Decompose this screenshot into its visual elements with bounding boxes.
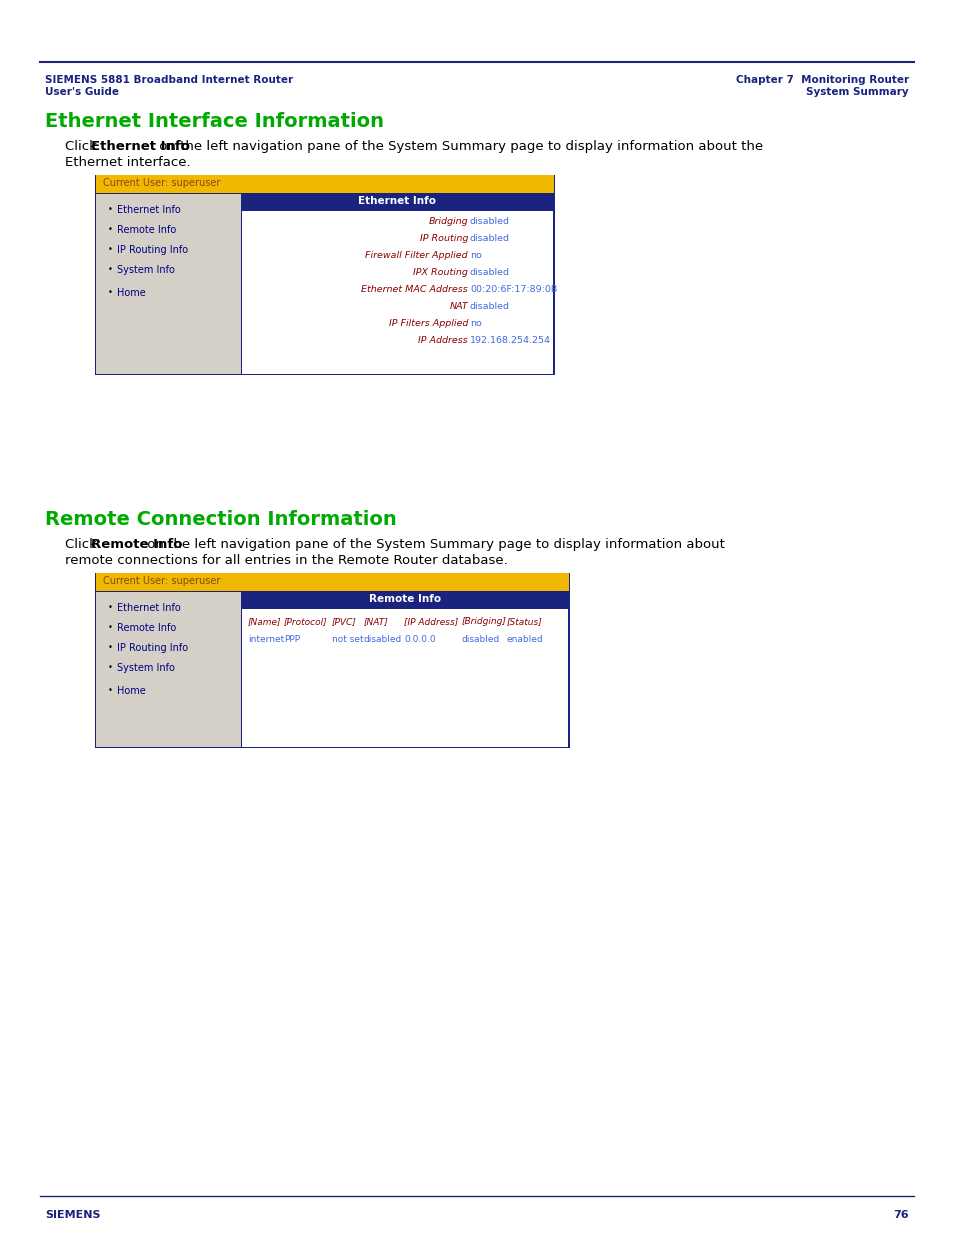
Text: Home: Home: [117, 288, 146, 298]
Text: disabled: disabled: [470, 233, 510, 243]
Text: 0.0.0.0: 0.0.0.0: [403, 635, 436, 643]
Bar: [96, 592, 241, 747]
Text: NAT: NAT: [449, 303, 468, 311]
Text: no: no: [470, 319, 481, 329]
Text: disabled: disabled: [470, 217, 510, 226]
Text: Chapter 7  Monitoring Router: Chapter 7 Monitoring Router: [735, 75, 908, 85]
Text: Click: Click: [65, 538, 101, 551]
Text: IPX Routing: IPX Routing: [413, 268, 468, 277]
Text: IP Routing Info: IP Routing Info: [117, 245, 188, 254]
Text: •: •: [108, 663, 112, 672]
Text: IP Routing: IP Routing: [419, 233, 468, 243]
Text: Click: Click: [65, 140, 101, 153]
Text: Ethernet MAC Address: Ethernet MAC Address: [361, 285, 468, 294]
Text: •: •: [108, 225, 112, 233]
Text: Home: Home: [117, 685, 146, 697]
Text: IP Filters Applied: IP Filters Applied: [388, 319, 468, 329]
Text: Remote Info: Remote Info: [117, 225, 176, 235]
Bar: [96, 175, 554, 193]
Text: Current User: superuser: Current User: superuser: [103, 178, 220, 188]
Bar: [95, 573, 569, 748]
Text: •: •: [108, 205, 112, 214]
Text: Ethernet Info: Ethernet Info: [117, 205, 180, 215]
Text: [IP Address]: [IP Address]: [403, 618, 457, 626]
Text: Ethernet interface.: Ethernet interface.: [65, 156, 191, 169]
Text: Remote Info: Remote Info: [369, 594, 440, 604]
Text: Remote Info: Remote Info: [117, 622, 176, 634]
Text: Ethernet Info: Ethernet Info: [91, 140, 190, 153]
Text: IP Routing Info: IP Routing Info: [117, 643, 188, 653]
Text: •: •: [108, 685, 112, 695]
Text: User's Guide: User's Guide: [45, 86, 119, 98]
Text: not set: not set: [332, 635, 363, 643]
Text: IP Address: IP Address: [417, 336, 468, 345]
Text: Remote Info: Remote Info: [91, 538, 182, 551]
Text: Firewall Filter Applied: Firewall Filter Applied: [365, 251, 468, 261]
Text: •: •: [108, 288, 112, 296]
Bar: [96, 194, 241, 374]
Bar: [242, 592, 567, 747]
Text: enabled: enabled: [506, 635, 543, 643]
Text: •: •: [108, 266, 112, 274]
Text: Remote Connection Information: Remote Connection Information: [45, 510, 396, 529]
Text: Bridging: Bridging: [428, 217, 468, 226]
Text: Ethernet Info: Ethernet Info: [117, 603, 180, 613]
Text: remote connections for all entries in the Remote Router database.: remote connections for all entries in th…: [65, 555, 507, 567]
Text: [Protocol]: [Protocol]: [284, 618, 327, 626]
Text: [Status]: [Status]: [506, 618, 542, 626]
Text: System Info: System Info: [117, 266, 174, 275]
Text: System Summary: System Summary: [805, 86, 908, 98]
Text: PPP: PPP: [284, 635, 300, 643]
Text: 76: 76: [892, 1210, 908, 1220]
Text: internet: internet: [248, 635, 284, 643]
Text: disabled: disabled: [461, 635, 499, 643]
Bar: [95, 175, 555, 375]
Text: Ethernet Interface Information: Ethernet Interface Information: [45, 112, 384, 131]
Text: disabled: disabled: [364, 635, 402, 643]
Bar: [242, 193, 553, 211]
Text: 192.168.254.254: 192.168.254.254: [470, 336, 551, 345]
Text: Current User: superuser: Current User: superuser: [103, 576, 220, 585]
Text: •: •: [108, 603, 112, 613]
Text: disabled: disabled: [470, 268, 510, 277]
Text: SIEMENS 5881 Broadband Internet Router: SIEMENS 5881 Broadband Internet Router: [45, 75, 293, 85]
Text: disabled: disabled: [470, 303, 510, 311]
Text: on the left navigation pane of the System Summary page to display information ab: on the left navigation pane of the Syste…: [143, 538, 724, 551]
Text: [Bridging]: [Bridging]: [461, 618, 506, 626]
Text: Ethernet Info: Ethernet Info: [358, 196, 436, 206]
Bar: [96, 573, 568, 592]
Text: •: •: [108, 643, 112, 652]
Text: SIEMENS: SIEMENS: [45, 1210, 100, 1220]
Text: System Info: System Info: [117, 663, 174, 673]
Text: •: •: [108, 245, 112, 254]
Text: [NAT]: [NAT]: [364, 618, 388, 626]
Text: on the left navigation pane of the System Summary page to display information ab: on the left navigation pane of the Syste…: [154, 140, 762, 153]
Bar: [242, 194, 553, 374]
Text: 00:20:6F:17:89:0B: 00:20:6F:17:89:0B: [470, 285, 557, 294]
Text: no: no: [470, 251, 481, 261]
Text: •: •: [108, 622, 112, 632]
Text: [Name]: [Name]: [248, 618, 281, 626]
Text: [PVC]: [PVC]: [332, 618, 356, 626]
Bar: [242, 592, 567, 609]
